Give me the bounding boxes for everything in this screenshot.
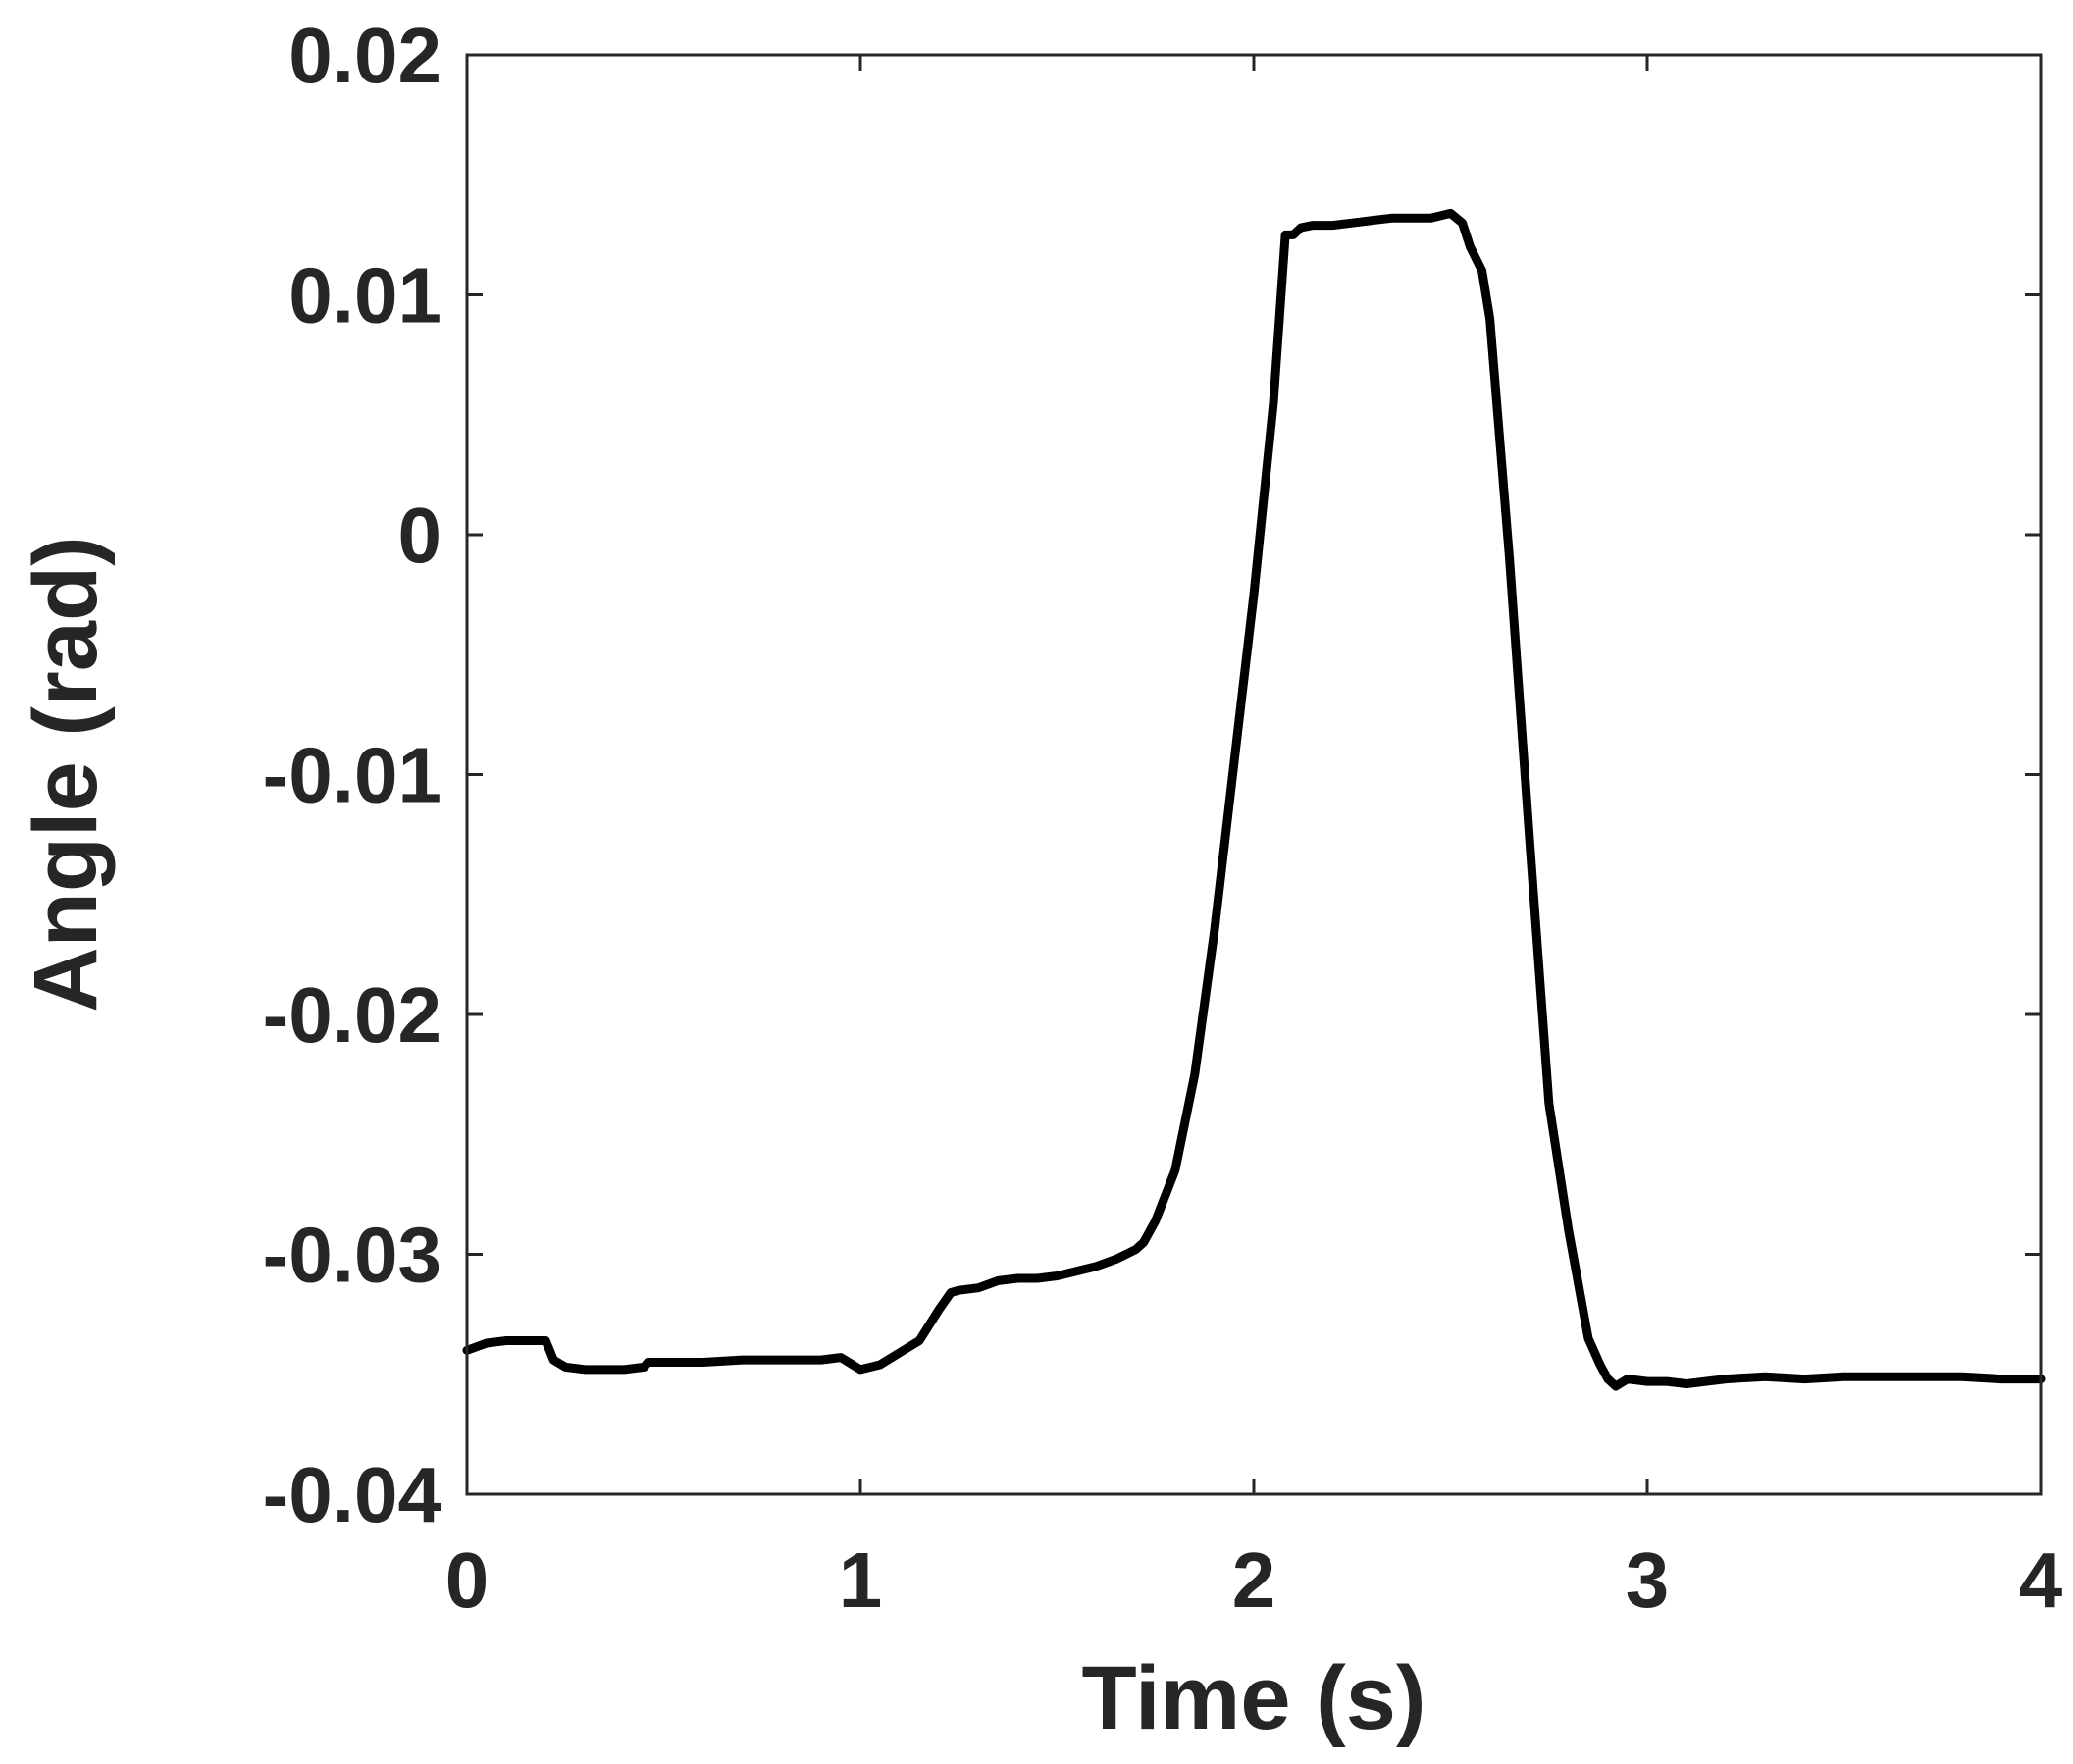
plot-background (467, 55, 2041, 1494)
y-axis-label: Angle (rad) (16, 536, 116, 1012)
x-tick-label: 3 (1626, 1536, 1670, 1624)
y-tick-label: -0.01 (263, 732, 441, 819)
x-tick-label: 1 (839, 1536, 883, 1624)
x-tick-label: 2 (1232, 1536, 1276, 1624)
y-tick-label: -0.02 (263, 971, 441, 1059)
y-tick-label: 0 (398, 492, 442, 579)
y-tick-label: 0.02 (288, 12, 441, 99)
y-tick-label: -0.03 (263, 1212, 441, 1299)
y-tick-labels: 0.02 0.01 0 -0.01 -0.02 -0.03 -0.04 (263, 12, 442, 1538)
x-tick-labels: 0 1 2 3 4 (445, 1536, 2063, 1624)
series-line (462, 208, 2046, 1391)
y-tick-label: 0.01 (288, 252, 441, 339)
x-tick-label: 0 (445, 1536, 490, 1624)
x-tick-label: 4 (2019, 1536, 2063, 1624)
plot-frame (465, 53, 2043, 1496)
y-tick-label: -0.04 (263, 1451, 442, 1538)
x-axis-label: Time (s) (1081, 1648, 1425, 1748)
